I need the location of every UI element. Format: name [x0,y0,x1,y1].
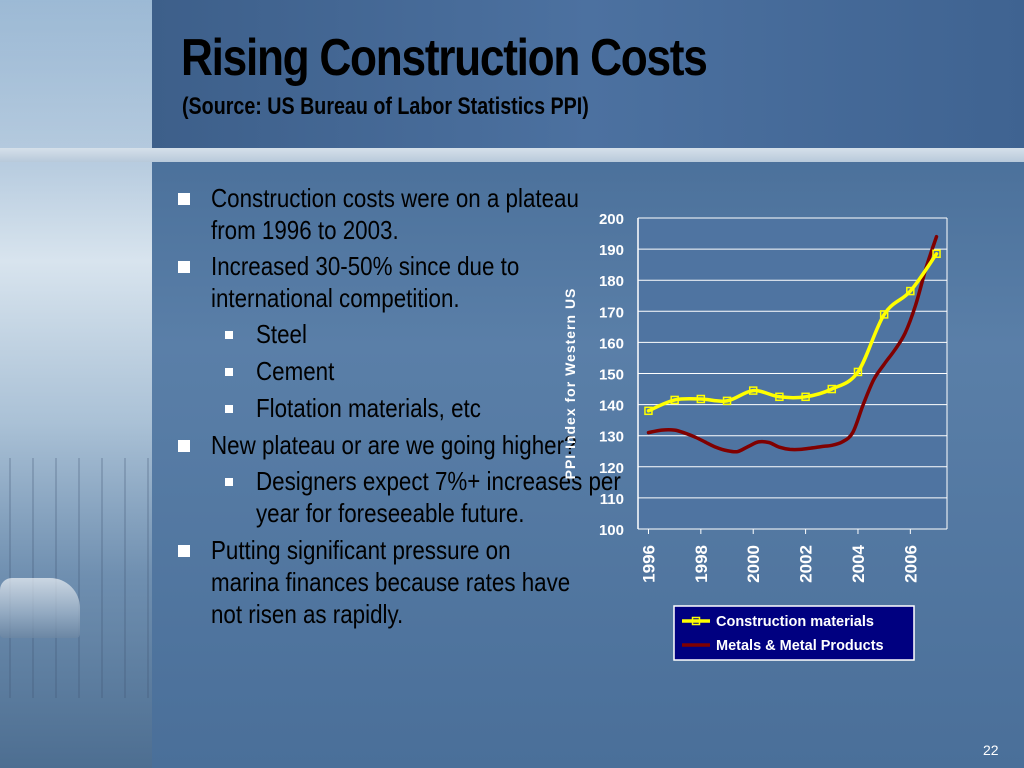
y-tick-label: 100 [599,522,624,539]
sub-bullet-item: Flotation materials, etc [170,392,550,424]
data-point [827,384,837,394]
bullet-text: Construction costs were on a plateau fro… [211,183,579,245]
legend-box [673,605,915,661]
harbor-photo [0,0,152,768]
slide-title: Rising Construction Costs [181,29,708,87]
legend-label: Metals & Metal Products [716,638,884,654]
sub-bullet-text: Steel [256,319,307,349]
title-band [152,0,1024,148]
legend-marker [691,616,701,626]
legend-label: Construction materials [716,614,874,630]
small-square-bullet-icon [225,368,233,376]
page-number: 22 [983,742,999,758]
sub-bullet-item: Designers expect 7%+ increases per year … [170,465,621,529]
series-line [646,234,939,454]
y-tick-label: 120 [599,460,624,477]
x-tick-label: 2000 [744,545,763,583]
y-tick-label: 140 [599,398,624,415]
ppi-line-chart: 100 110 120 130 140 150 160 170 180 190 200 1996 199… [562,211,948,661]
header-divider [0,148,1024,162]
data-point [644,406,653,416]
x-tick-label: 2004 [849,544,868,582]
data-point [932,249,941,259]
bullet-text: New plateau or are we going higher? [211,430,577,460]
y-tick-label: 200 [599,211,624,228]
bullet-text: Putting significant pressure on marina f… [211,535,571,629]
data-point [853,367,863,377]
series-line [646,252,939,413]
x-tick-label: 1996 [639,545,658,583]
slide-subtitle: (Source: US Bureau of Labor Statistics P… [182,93,589,120]
sub-bullet-text: Cement [256,356,335,386]
x-tick-label: 2006 [901,545,920,583]
small-square-bullet-icon [225,331,233,339]
bullet-item: Putting significant pressure on marina f… [170,534,570,630]
small-square-bullet-icon [225,478,233,486]
data-point [670,395,679,405]
bullet-item: Increased 30-50% since due to internatio… [170,250,550,314]
y-tick-label: 110 [600,491,624,508]
data-point [775,392,784,402]
square-bullet-icon [178,261,190,273]
small-square-bullet-icon [225,405,233,413]
sub-bullet-text: Designers expect 7%+ increases per year … [256,466,621,528]
bullet-item: New plateau or are we going higher? [170,429,576,461]
x-tick-label: 2002 [797,545,816,583]
bullet-list: Construction costs were on a plateau fro… [170,182,621,634]
y-tick-label: 160 [599,335,624,352]
bullet-item: Construction costs were on a plateau fro… [170,182,579,246]
bullet-text: Increased 30-50% since due to internatio… [211,251,520,313]
data-point [696,394,706,404]
square-bullet-icon [178,440,190,452]
y-tick-label: 190 [599,242,624,259]
y-tick-label: 170 [599,304,624,321]
data-point [879,310,889,319]
x-tick-label: 1998 [692,545,711,583]
square-bullet-icon [178,193,190,205]
sub-bullet-item: Steel [170,318,550,350]
y-tick-label: 180 [599,273,624,290]
sub-bullet-item: Cement [170,355,550,387]
square-bullet-icon [178,545,190,557]
data-point [748,386,758,395]
y-tick-label: 130 [599,429,624,446]
sub-bullet-text: Flotation materials, etc [256,393,481,423]
data-point [722,396,732,406]
y-tick-label: 150 [599,367,624,384]
data-point [801,392,810,402]
data-point [906,286,915,296]
y-axis-title: PPI Index for Western US [562,288,578,480]
